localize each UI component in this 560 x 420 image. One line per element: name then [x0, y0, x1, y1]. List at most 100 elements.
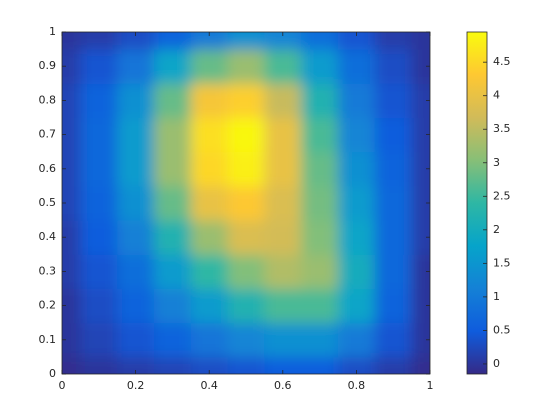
- heat-cell: [411, 185, 430, 221]
- heat-cell: [374, 185, 413, 221]
- colorbar: [467, 32, 487, 374]
- colorbar-tick-label: 1: [493, 290, 500, 303]
- heat-cell: [190, 185, 229, 221]
- heat-cell: [264, 220, 302, 255]
- heat-cell: [154, 254, 192, 289]
- heat-cell: [62, 83, 81, 118]
- y-tick-label: 0.7: [39, 128, 57, 141]
- heat-cell: [80, 32, 118, 50]
- heat-cell: [264, 83, 302, 118]
- heat-cell: [264, 32, 302, 50]
- heat-cell: [117, 32, 155, 50]
- heat-cell: [80, 49, 118, 84]
- heat-cell: [62, 49, 81, 84]
- heat-cell: [301, 151, 339, 187]
- heat-cell: [227, 49, 265, 84]
- heat-cell: [62, 220, 81, 255]
- x-tick-label: 0.8: [348, 379, 366, 392]
- heat-cell: [338, 117, 376, 153]
- heat-cell: [411, 151, 430, 187]
- heat-cell: [117, 322, 155, 358]
- heat-cell: [227, 288, 265, 324]
- colorbar-tick-label: 4.5: [493, 55, 511, 68]
- heat-cell: [227, 220, 265, 255]
- y-tick-label: 0.6: [39, 162, 57, 175]
- heat-cell: [338, 32, 376, 50]
- colorbar-tick-label: 0.5: [493, 323, 511, 336]
- heat-cell: [227, 117, 265, 153]
- heat-cell: [117, 220, 155, 255]
- heat-cell: [227, 322, 265, 358]
- colorbar-tick-label: 2: [493, 223, 500, 236]
- heat-cell: [374, 83, 413, 118]
- colorbar-tick-label: 4: [493, 89, 500, 102]
- heat-cell: [338, 288, 376, 324]
- heat-cell: [411, 254, 430, 289]
- heat-cell: [374, 356, 413, 374]
- heat-cell: [190, 117, 229, 153]
- y-tick-label: 0.4: [39, 230, 57, 243]
- heat-cell: [227, 32, 265, 50]
- heat-cell: [154, 32, 192, 50]
- heat-cell: [154, 288, 192, 324]
- heat-cell: [338, 49, 376, 84]
- heat-cell: [411, 32, 430, 50]
- heat-cell: [338, 185, 376, 221]
- heat-cell: [62, 322, 81, 358]
- heat-cell: [338, 254, 376, 289]
- x-tick-label: 1: [427, 379, 434, 392]
- heat-cell: [338, 322, 376, 358]
- heat-cell: [301, 83, 339, 118]
- heat-cell: [80, 322, 118, 358]
- heat-cell: [338, 220, 376, 255]
- heat-cell: [338, 151, 376, 187]
- heat-cell: [301, 254, 339, 289]
- heat-cell: [301, 49, 339, 84]
- heat-cell: [264, 322, 302, 358]
- heat-cell: [411, 322, 430, 358]
- heat-cell: [117, 117, 155, 153]
- heat-cell: [227, 254, 265, 289]
- heat-cell: [374, 117, 413, 153]
- heat-cell: [190, 151, 229, 187]
- heat-cell: [190, 322, 229, 358]
- heat-cell: [117, 151, 155, 187]
- heat-cell: [411, 49, 430, 84]
- y-tick-label: 0.3: [39, 264, 57, 277]
- heat-cell: [374, 151, 413, 187]
- y-tick-label: 0: [49, 367, 56, 380]
- heat-cell: [154, 322, 192, 358]
- heat-cell: [264, 254, 302, 289]
- x-tick-label: 0.4: [200, 379, 218, 392]
- axes: 0 0.2 0.4 0.6 0.8 1 0 0.1 0.2 0.3 0.4 0.5 0.6 0.7 0.8 0…: [39, 25, 511, 392]
- heat-cell: [80, 117, 118, 153]
- heat-cell: [227, 356, 265, 374]
- heat-cell: [80, 356, 118, 374]
- x-tick-label: 0.6: [274, 379, 292, 392]
- colorbar-tick-label: 3.5: [493, 122, 511, 135]
- y-tick-label: 0.1: [39, 333, 57, 346]
- x-tick-label: 0: [59, 379, 66, 392]
- y-tick-label: 0.9: [39, 59, 57, 72]
- heat-cell: [338, 83, 376, 118]
- y-tick-label: 0.2: [39, 299, 57, 312]
- heat-cell: [227, 151, 265, 187]
- heat-cell: [301, 32, 339, 50]
- heat-cell: [190, 254, 229, 289]
- heat-cell: [411, 288, 430, 324]
- heat-cell: [154, 356, 192, 374]
- heat-cell: [117, 288, 155, 324]
- heat-cell: [154, 151, 192, 187]
- y-tick-label: 1: [49, 25, 56, 38]
- colorbar-tick-label: 2.5: [493, 189, 511, 202]
- heat-cell: [117, 185, 155, 221]
- heat-cell: [117, 49, 155, 84]
- heat-cell: [62, 254, 81, 289]
- heat-cell: [374, 322, 413, 358]
- heat-cell: [264, 185, 302, 221]
- colorbar-tick-label: 0: [493, 357, 500, 370]
- plot-area: [62, 32, 430, 374]
- heat-cell: [117, 254, 155, 289]
- heat-cell: [301, 117, 339, 153]
